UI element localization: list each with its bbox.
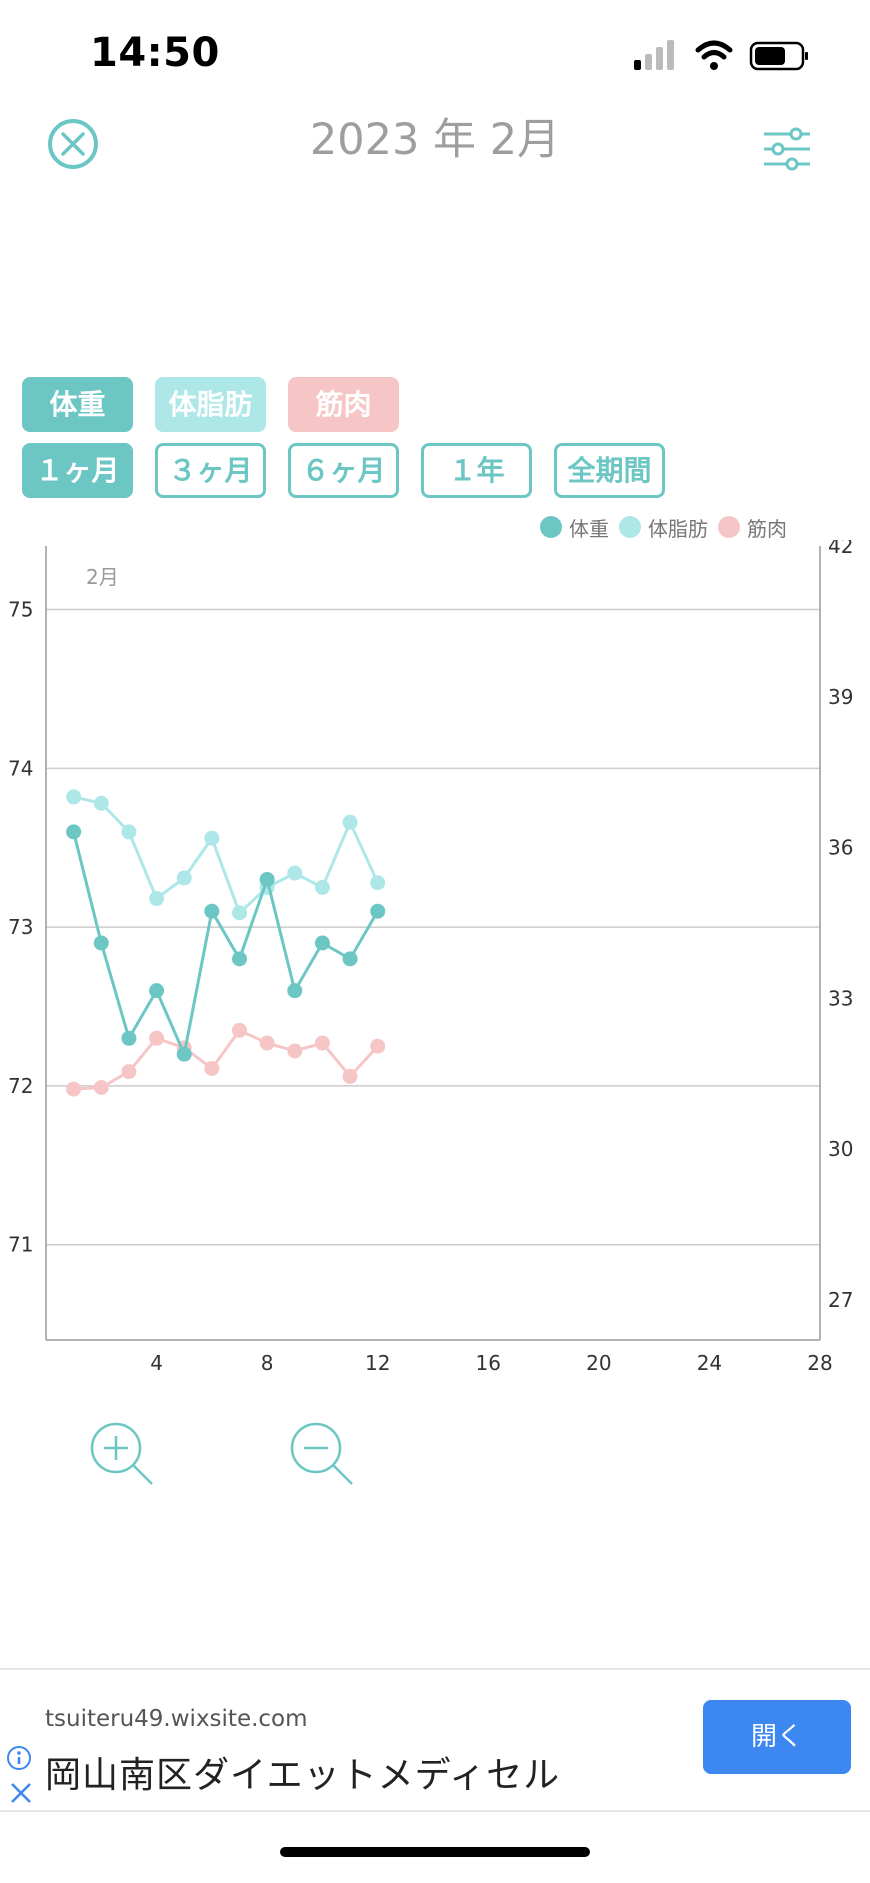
- signal-wifi-battery-icons: [634, 40, 808, 71]
- ad-url: tsuiteru49.wixsite.com: [45, 1706, 308, 1732]
- data-point-muscle[interactable]: [342, 1068, 358, 1084]
- data-point-muscle[interactable]: [149, 1030, 165, 1046]
- legend-label: 体重: [569, 516, 609, 541]
- y-tick-left: 71: [8, 1233, 33, 1257]
- close-circle-icon: [61, 132, 85, 156]
- series-line-muscle: [73, 1028, 379, 1091]
- tab-weight[interactable]: 体重: [22, 377, 133, 432]
- ad-banner[interactable]: tsuiteru49.wixsite.com 岡山南区ダイエットメディセル 開く: [0, 1668, 870, 1812]
- zoom-in-button[interactable]: [88, 1420, 160, 1492]
- tab-muscle[interactable]: 筋肉: [288, 377, 399, 432]
- weight-chart[interactable]: 2月 71 72 73 74 75 27 30 33 36 39 42 4 8 12 16 20 24 28: [0, 540, 870, 1380]
- close-icon[interactable]: [8, 1780, 34, 1806]
- cellular-signal-icon: [634, 40, 674, 70]
- y-tick-right: 30: [828, 1137, 853, 1161]
- data-point-weight[interactable]: [370, 903, 386, 919]
- zoom-in-icon: [90, 1422, 153, 1485]
- data-point-muscle[interactable]: [287, 1043, 303, 1059]
- x-tick: 24: [697, 1351, 722, 1375]
- x-tick: 12: [365, 1351, 390, 1375]
- data-point-body-fat[interactable]: [342, 814, 358, 830]
- tab-all-period[interactable]: 全期間: [554, 443, 665, 498]
- data-point-muscle[interactable]: [66, 1081, 82, 1097]
- wifi-icon: [695, 40, 733, 70]
- data-point-weight[interactable]: [93, 935, 109, 951]
- tab-3-months[interactable]: ３ヶ月: [155, 443, 266, 498]
- data-point-weight[interactable]: [66, 824, 82, 840]
- x-tick: 8: [261, 1351, 274, 1375]
- legend-label: 体脂肪: [648, 516, 708, 541]
- data-point-muscle[interactable]: [204, 1060, 220, 1076]
- tab-body-fat[interactable]: 体脂肪: [155, 377, 266, 432]
- y-tick-left: 75: [8, 598, 33, 622]
- tab-1-month[interactable]: １ヶ月: [22, 443, 133, 498]
- data-point-body-fat[interactable]: [149, 891, 165, 907]
- data-point-weight[interactable]: [232, 951, 247, 967]
- legend-dot-icon: [718, 516, 740, 538]
- tab-6-months[interactable]: ６ヶ月: [288, 443, 399, 498]
- info-icon[interactable]: [6, 1745, 32, 1771]
- series-line-body-fat: [73, 795, 380, 916]
- y-tick-right: 27: [828, 1288, 853, 1312]
- y-tick-left: 72: [8, 1074, 33, 1098]
- x-tick: 20: [586, 1351, 611, 1375]
- x-tick: 28: [807, 1351, 832, 1375]
- y-tick-right: 36: [828, 836, 853, 860]
- data-point-muscle[interactable]: [121, 1064, 137, 1080]
- legend-item-muscle: 筋肉: [718, 513, 787, 542]
- x-tick: 16: [476, 1351, 501, 1375]
- data-point-weight[interactable]: [342, 951, 358, 967]
- zoom-out-button[interactable]: [288, 1420, 360, 1492]
- y-tick-right: 39: [828, 685, 853, 709]
- legend-dot-icon: [540, 516, 562, 538]
- y-tick-left: 73: [8, 915, 33, 939]
- data-point-weight[interactable]: [149, 983, 165, 999]
- data-point-body-fat[interactable]: [232, 905, 247, 921]
- filter-settings-button[interactable]: [762, 126, 812, 172]
- status-time: 14:50: [90, 30, 220, 76]
- status-icons: [632, 38, 812, 78]
- data-point-muscle[interactable]: [314, 1035, 330, 1051]
- legend-item-weight: 体重: [540, 513, 609, 542]
- data-point-weight[interactable]: [121, 1030, 137, 1046]
- data-point-body-fat[interactable]: [287, 865, 303, 881]
- data-point-weight[interactable]: [176, 1046, 192, 1062]
- data-point-body-fat[interactable]: [121, 824, 137, 840]
- month-label: 2月: [86, 565, 119, 589]
- data-point-body-fat[interactable]: [66, 789, 82, 805]
- x-tick: 4: [150, 1351, 163, 1375]
- data-point-body-fat[interactable]: [370, 875, 386, 891]
- data-point-body-fat[interactable]: [176, 870, 192, 886]
- data-point-weight[interactable]: [204, 903, 220, 919]
- legend-dot-icon: [619, 516, 641, 538]
- tab-1-year[interactable]: １年: [421, 443, 532, 498]
- legend-label: 筋肉: [747, 516, 787, 541]
- home-indicator[interactable]: [280, 1847, 590, 1857]
- data-point-body-fat[interactable]: [204, 830, 220, 846]
- sliders-icon: [764, 127, 810, 171]
- zoom-out-icon: [290, 1422, 353, 1485]
- page-title: 2023 年 2月: [309, 115, 561, 165]
- close-button[interactable]: [48, 119, 98, 169]
- ad-title[interactable]: 岡山南区ダイエットメディセル: [45, 1755, 561, 1796]
- data-point-muscle[interactable]: [259, 1035, 275, 1051]
- data-point-weight[interactable]: [314, 935, 330, 951]
- chart-legend: 体重 体脂肪 筋肉: [540, 512, 797, 542]
- data-point-muscle[interactable]: [93, 1080, 109, 1096]
- y-tick-right: 42: [828, 540, 853, 558]
- legend-item-body-fat: 体脂肪: [619, 513, 708, 542]
- data-point-body-fat[interactable]: [314, 879, 330, 895]
- data-point-muscle[interactable]: [370, 1038, 386, 1054]
- data-point-weight[interactable]: [287, 983, 303, 999]
- ad-open-button[interactable]: 開く: [703, 1700, 851, 1774]
- y-tick-right: 33: [828, 986, 853, 1010]
- battery-icon: [749, 41, 808, 71]
- data-point-muscle[interactable]: [232, 1022, 247, 1038]
- data-point-weight[interactable]: [259, 871, 275, 887]
- data-point-body-fat[interactable]: [93, 795, 109, 811]
- y-tick-left: 74: [8, 756, 33, 780]
